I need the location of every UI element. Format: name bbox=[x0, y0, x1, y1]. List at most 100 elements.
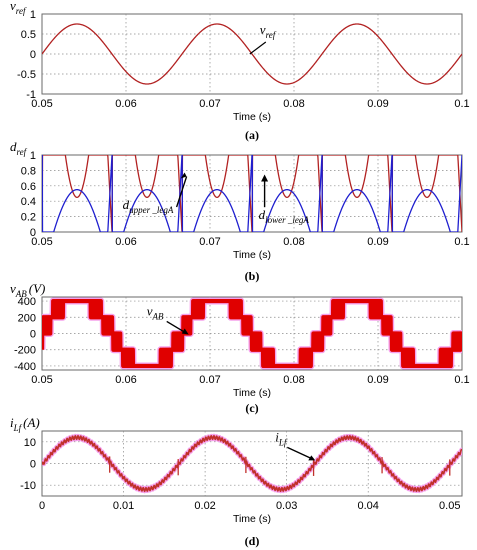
x-tick-label: 0.06 bbox=[115, 236, 136, 248]
x-tick-label: 0.08 bbox=[283, 236, 304, 248]
arrow-head bbox=[180, 172, 187, 179]
y-axis-label: vAB (V) bbox=[10, 281, 45, 299]
x-tick-label: 0.07 bbox=[199, 236, 220, 248]
arrow-head bbox=[308, 455, 316, 461]
annotation-v-AB: vAB bbox=[147, 303, 164, 321]
x-tick-label: 0.05 bbox=[31, 98, 52, 110]
y-tick-label: -10 bbox=[20, 480, 36, 492]
series-d-lower-legA bbox=[42, 155, 462, 232]
plot-area bbox=[42, 433, 462, 494]
y-tick-label: 1 bbox=[30, 150, 36, 162]
x-axis-label: Time (s) bbox=[233, 111, 271, 123]
y-tick-label: -400 bbox=[14, 361, 36, 373]
y-axis-label: vref bbox=[10, 0, 27, 16]
x-tick-label: 0.08 bbox=[283, 374, 304, 386]
annotation-v-AB-main: v bbox=[147, 303, 153, 318]
x-tick-label: 0.09 bbox=[367, 98, 388, 110]
panel-caption: (c) bbox=[245, 401, 258, 415]
annotation-arrow bbox=[286, 446, 314, 460]
y-tick-label: 400 bbox=[18, 296, 36, 308]
annotation-v-ref: vref bbox=[260, 22, 277, 40]
y-tick-label: 0.6 bbox=[21, 181, 36, 193]
annotation-d-lower-main: d bbox=[259, 207, 266, 222]
annotation-i-Lf-subscript: Lf bbox=[278, 437, 288, 447]
annotation-i-Lf: iLf bbox=[275, 429, 288, 447]
y-axis-label-subscript: Lf bbox=[13, 423, 23, 433]
annotation-arrow bbox=[249, 41, 267, 55]
x-tick-label: 0.09 bbox=[367, 374, 388, 386]
annotation-v-ref-subscript: ref bbox=[266, 30, 277, 40]
y-axis-label-unit: (V) bbox=[29, 281, 46, 296]
y-tick-label: 0.4 bbox=[21, 196, 36, 208]
y-tick-label: 0.8 bbox=[21, 165, 36, 177]
panel-c: 0.05 0.06 0.07 0.08 0.09 0.1 400 200 0 -200 -400 Ti… bbox=[10, 281, 470, 415]
y-tick-label: -200 bbox=[14, 345, 36, 357]
y-axis-label-subscript: ref bbox=[17, 147, 28, 157]
x-tick-label: 0.05 bbox=[31, 374, 52, 386]
series-v-ref bbox=[42, 23, 462, 85]
y-tick-label: 0 bbox=[30, 459, 36, 471]
plot-area bbox=[42, 155, 462, 232]
arrow-head bbox=[261, 174, 269, 182]
plot-area bbox=[42, 23, 462, 85]
y-axis-label-subscript: AB bbox=[15, 289, 27, 299]
y-tick-label: 1 bbox=[30, 9, 36, 21]
x-axis-label: Time (s) bbox=[233, 387, 271, 399]
y-axis-label-main: v bbox=[10, 281, 16, 296]
y-axis-label: dref bbox=[10, 139, 28, 157]
plot-area bbox=[42, 297, 462, 370]
x-tick-label: 0.01 bbox=[113, 500, 134, 512]
y-tick-label: 0 bbox=[30, 227, 36, 239]
panel-caption: (d) bbox=[245, 534, 260, 548]
annotation-d-lower: dlower _legA bbox=[259, 207, 310, 225]
x-tick-label: 0.1 bbox=[454, 98, 469, 110]
annotation-d-upper-subscript: upper _legA bbox=[129, 205, 174, 215]
x-tick-label: 0.07 bbox=[199, 374, 220, 386]
panel-caption: (b) bbox=[245, 269, 260, 283]
y-axis-label-unit: (A) bbox=[23, 415, 40, 430]
x-tick-label: 0.05 bbox=[439, 500, 460, 512]
arrow-head bbox=[181, 328, 189, 335]
x-axis-label: Time (s) bbox=[233, 249, 271, 261]
annotation-v-ref-main: v bbox=[260, 22, 266, 37]
y-tick-label: 0.5 bbox=[21, 29, 36, 41]
y-tick-label: 10 bbox=[24, 437, 36, 449]
y-axis-label-subscript: ref bbox=[16, 6, 27, 16]
annotation-arrow bbox=[175, 176, 188, 208]
x-axis-label: Time (s) bbox=[233, 513, 271, 525]
x-tick-label: 0.08 bbox=[283, 98, 304, 110]
panel-b: 0.05 0.06 0.07 0.08 0.09 0.1 1 0.8 0.6 0.4 0.2 0 Tim… bbox=[10, 139, 470, 283]
x-tick-label: 0.04 bbox=[358, 500, 379, 512]
y-axis-label-main: v bbox=[10, 0, 16, 13]
y-axis-label-main: d bbox=[10, 139, 17, 154]
annotation-d-lower-subscript: lower _legA bbox=[265, 215, 309, 225]
y-tick-label: 0 bbox=[30, 49, 36, 61]
x-tick-label: 0.05 bbox=[31, 236, 52, 248]
x-tick-label: 0.07 bbox=[199, 98, 220, 110]
y-tick-label: 200 bbox=[18, 312, 36, 324]
x-tick-label: 0.02 bbox=[194, 500, 215, 512]
x-tick-label: 0.06 bbox=[115, 374, 136, 386]
x-tick-label: 0.06 bbox=[115, 98, 136, 110]
y-tick-label: -1 bbox=[26, 89, 36, 101]
y-tick-label: -0.5 bbox=[17, 69, 36, 81]
x-tick-label: 0.09 bbox=[367, 236, 388, 248]
panel-caption: (a) bbox=[245, 128, 259, 142]
x-tick-label: 0 bbox=[39, 500, 45, 512]
annotation-i-Lf-main: i bbox=[275, 429, 279, 444]
y-tick-label: 0.2 bbox=[21, 212, 36, 224]
y-axis-label: iLf (A) bbox=[10, 415, 40, 433]
panel-a: 0.05 0.06 0.07 0.08 0.09 0.1 1 0.5 0 -0.5 -1 Time (… bbox=[10, 0, 470, 142]
y-axis-label-main: i bbox=[10, 415, 14, 430]
y-tick-label: 0 bbox=[30, 329, 36, 341]
series-i-Lf bbox=[42, 434, 462, 493]
x-tick-label: 0.1 bbox=[454, 374, 469, 386]
series-v-AB bbox=[42, 298, 462, 369]
annotation-v-AB-subscript: AB bbox=[152, 311, 164, 321]
annotation-d-upper-main: d bbox=[123, 197, 130, 212]
x-tick-label: 0.1 bbox=[454, 236, 469, 248]
x-tick-label: 0.03 bbox=[276, 500, 297, 512]
annotation-d-upper: dupper _legA bbox=[123, 197, 174, 215]
